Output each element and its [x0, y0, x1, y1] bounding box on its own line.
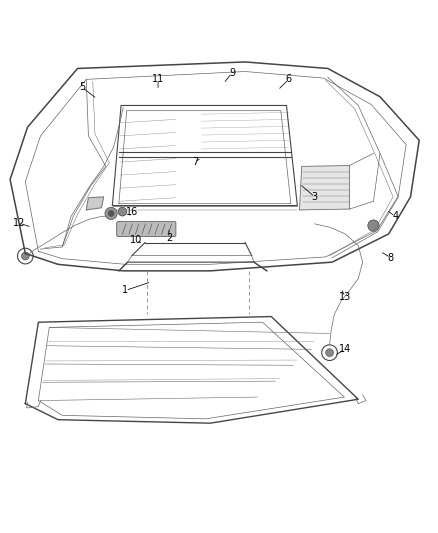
Circle shape	[21, 252, 29, 260]
Text: 16: 16	[126, 207, 138, 217]
Text: 14: 14	[339, 344, 351, 354]
Text: 10: 10	[130, 236, 142, 245]
Text: 13: 13	[339, 292, 351, 302]
Text: 1: 1	[122, 286, 128, 295]
Polygon shape	[300, 166, 350, 210]
FancyBboxPatch shape	[117, 222, 176, 237]
Text: 6: 6	[286, 75, 292, 84]
Text: 4: 4	[392, 212, 398, 221]
Circle shape	[108, 211, 114, 216]
Polygon shape	[86, 197, 104, 210]
Text: 5: 5	[79, 82, 85, 92]
Circle shape	[368, 220, 379, 231]
Text: 2: 2	[166, 233, 172, 243]
Text: 8: 8	[388, 253, 394, 263]
Circle shape	[105, 207, 117, 220]
Text: 3: 3	[312, 192, 318, 202]
Text: 7: 7	[192, 157, 198, 167]
Circle shape	[325, 349, 333, 357]
Circle shape	[118, 207, 127, 216]
Text: 11: 11	[152, 75, 164, 84]
Text: 12: 12	[13, 218, 25, 228]
Text: 9: 9	[229, 68, 235, 78]
